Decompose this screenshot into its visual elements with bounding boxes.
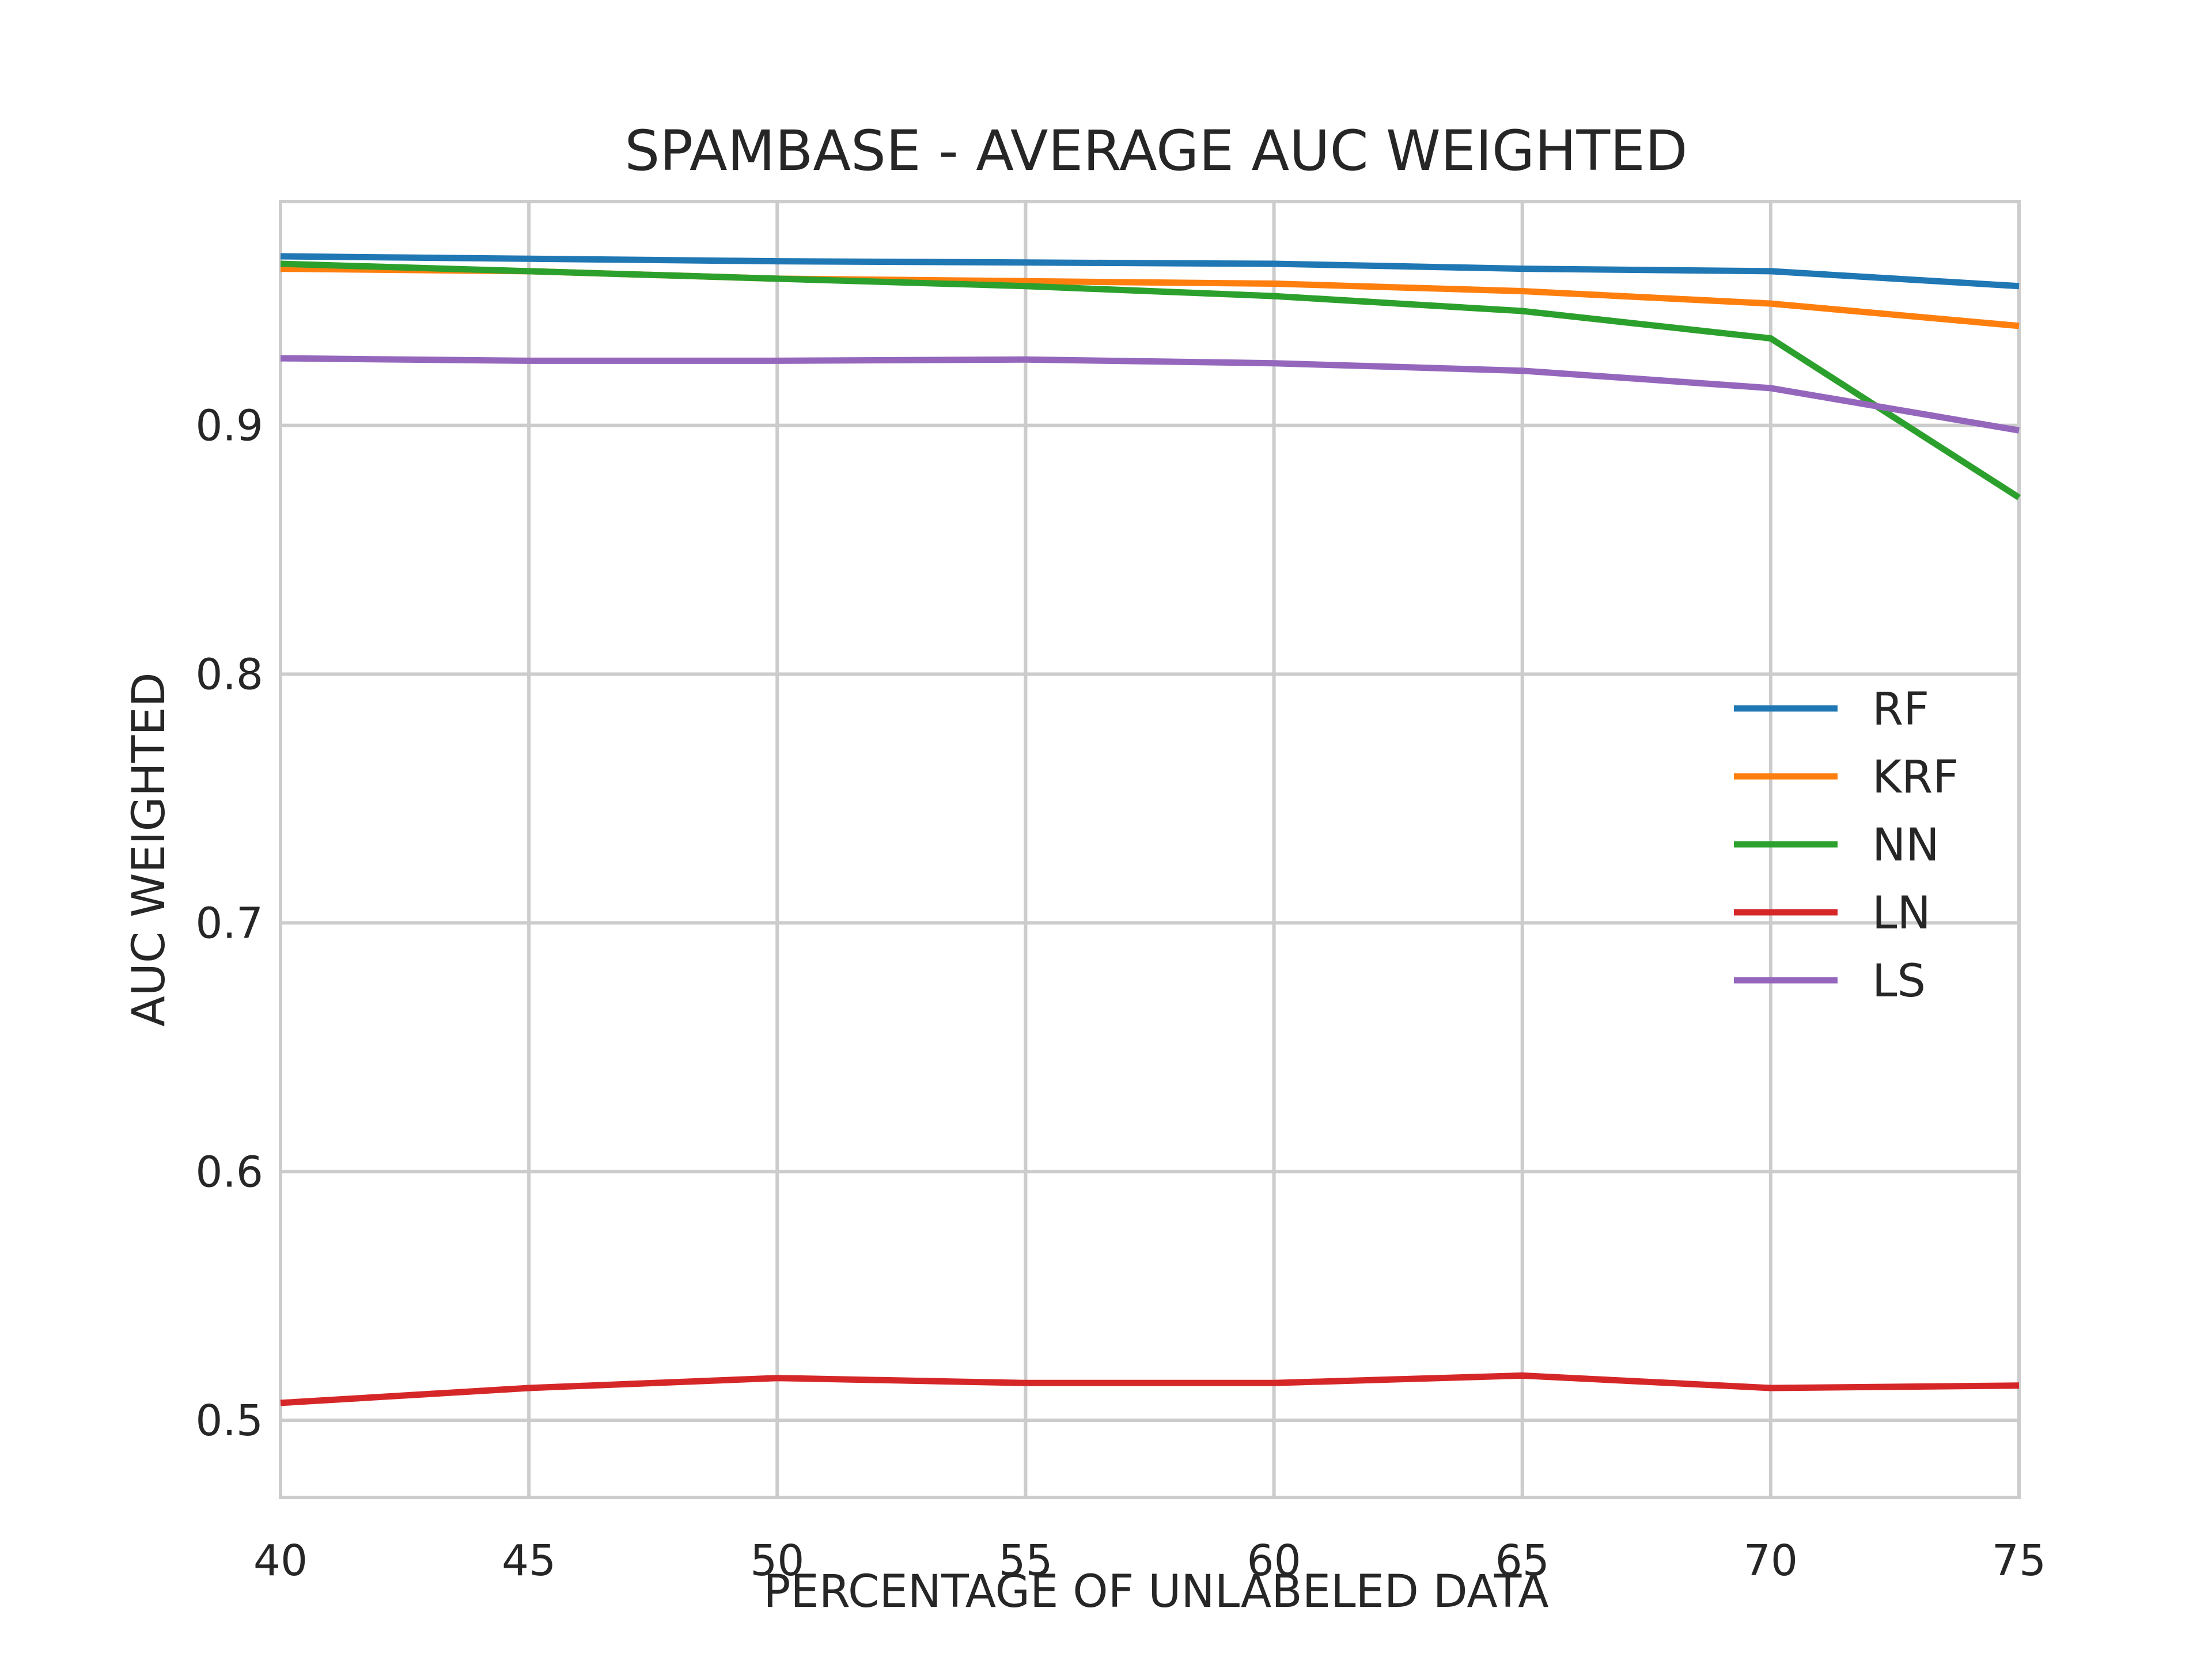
y-tick-label: 0.7 xyxy=(195,898,263,948)
x-tick-label: 50 xyxy=(750,1536,804,1586)
y-axis-label: AUC WEIGHTED xyxy=(123,672,175,1026)
chart-title: SPAMBASE - AVERAGE AUC WEIGHTED xyxy=(624,119,1687,183)
legend-label-ln: LN xyxy=(1872,888,1931,939)
x-tick-label: 70 xyxy=(1744,1536,1798,1586)
series-line-ls xyxy=(280,355,2020,434)
x-axis-label: PERCENTAGE OF UNLABELED DATA xyxy=(763,1566,1548,1618)
x-tick-label: 75 xyxy=(1992,1536,2046,1586)
x-tick-label: 60 xyxy=(1247,1536,1301,1586)
x-tick-label: 65 xyxy=(1495,1536,1550,1586)
y-tick-labels: 0.5 0.6 0.7 0.8 0.9 xyxy=(195,401,263,1446)
series-line-ln xyxy=(280,1372,2020,1406)
series-line-rf xyxy=(280,253,2020,290)
x-tick-label: 55 xyxy=(998,1536,1052,1586)
series-line-nn xyxy=(280,260,2021,500)
plot-frame xyxy=(279,200,2021,1499)
legend-label-ls: LS xyxy=(1872,955,1926,1007)
legend: RF KRF NN LN LS xyxy=(1734,684,1959,1007)
y-tick-label: 0.6 xyxy=(195,1147,263,1197)
x-tick-labels: 40 45 50 55 60 65 70 75 xyxy=(253,1536,2046,1586)
x-tick-label: 40 xyxy=(253,1536,308,1586)
y-tick-label: 0.5 xyxy=(195,1396,263,1446)
legend-label-krf: KRF xyxy=(1872,752,1959,803)
y-tick-label: 0.8 xyxy=(195,650,263,700)
legend-label-nn: NN xyxy=(1872,820,1940,871)
y-tick-label: 0.9 xyxy=(195,401,263,451)
x-tick-label: 45 xyxy=(502,1536,556,1586)
legend-label-rf: RF xyxy=(1872,684,1929,735)
series-lines xyxy=(280,253,2021,1406)
